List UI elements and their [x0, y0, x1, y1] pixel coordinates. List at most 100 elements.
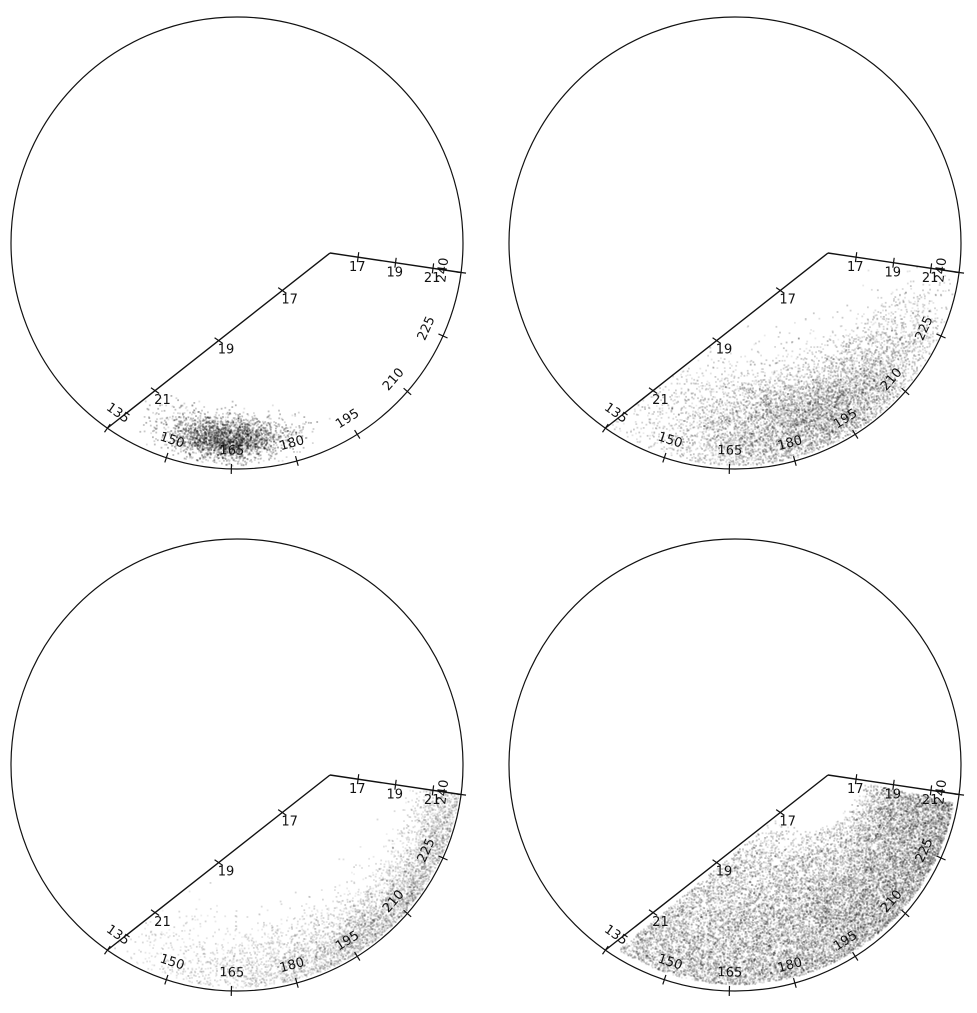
angular-tick [662, 974, 667, 985]
angular-tick-label: 240 [434, 257, 452, 284]
radial-tick [929, 263, 933, 274]
outline-circle [10, 538, 464, 992]
density-cloud [619, 784, 954, 986]
radial-tick [356, 774, 360, 785]
angular-tick-label: 240 [932, 257, 950, 284]
angular-tick-label: 180 [278, 955, 306, 976]
radial-tick-label: 17 [779, 815, 796, 830]
angular-tick [602, 423, 609, 433]
angular-tick [456, 793, 467, 796]
angular-tick-label: 180 [278, 433, 306, 454]
radial-tick-label: 17 [349, 782, 366, 797]
angular-tick [354, 951, 361, 961]
angular-tick [662, 452, 667, 463]
angular-tick [852, 951, 859, 961]
angular-tick [852, 429, 859, 439]
density-cloud [114, 788, 460, 989]
angular-tick [354, 429, 361, 439]
radial-tick [356, 252, 360, 263]
angular-tick [792, 455, 797, 466]
angular-tick-label: 240 [434, 779, 452, 806]
angular-tick [602, 945, 609, 955]
angular-tick-label: 135 [103, 922, 132, 949]
radial-tick-label: 19 [884, 266, 901, 281]
angular-tick [104, 945, 111, 955]
angular-tick-label: 135 [601, 922, 630, 949]
angular-tick [901, 387, 910, 396]
radial-tick [150, 387, 160, 394]
radial-tick [277, 287, 287, 294]
angular-tick [792, 977, 797, 988]
radial-tick [648, 909, 658, 916]
radial-tick-label: 17 [847, 260, 864, 275]
radial-tick-label: 19 [218, 865, 235, 880]
radial-tick [712, 337, 722, 344]
angular-tick-label: 165 [219, 965, 244, 981]
angular-tick [936, 855, 946, 861]
radial-tick [277, 809, 287, 816]
angular-tick [104, 423, 111, 433]
angular-tick [294, 455, 299, 466]
radial-tick-label: 21 [154, 915, 171, 930]
angular-tick-label: 165 [717, 443, 742, 459]
radial-tick [394, 257, 397, 268]
radial-tick [775, 809, 785, 816]
radial-tick [854, 252, 858, 263]
angular-tick [438, 855, 448, 861]
radial-tick-label: 19 [716, 343, 733, 358]
radial-tick-label: 17 [779, 293, 796, 308]
outline-circle [10, 16, 464, 470]
angular-tick-label: 150 [656, 430, 684, 452]
radial-tick [150, 909, 160, 916]
angular-tick-label: 165 [717, 965, 742, 981]
radial-tick [892, 257, 895, 268]
radial-tick-label: 21 [652, 393, 669, 408]
panel-top-left: 17 19 21 17 19 21 135 150 165 180 195 210 225 240 [10, 16, 467, 474]
radial-tick-label: 17 [349, 260, 366, 275]
radial-tick-label: 19 [716, 865, 733, 880]
angular-tick [164, 974, 169, 985]
radial-tick-label: 21 [652, 915, 669, 930]
density-cloud [139, 395, 331, 467]
radial-tick [431, 785, 435, 796]
radial-tick-label: 21 [424, 271, 441, 286]
radial-tick-label: 17 [847, 782, 864, 797]
angular-tick [403, 387, 412, 396]
radial-tick-label: 21 [154, 393, 171, 408]
angular-tick-label: 195 [333, 406, 362, 432]
angular-tick [954, 793, 965, 796]
outline-circle [508, 16, 962, 470]
radial-tick-label: 19 [386, 266, 403, 281]
angular-tick-label: 135 [601, 400, 630, 427]
radial-tick [892, 779, 895, 790]
angular-tick [954, 271, 965, 274]
angular-tick [936, 333, 946, 339]
radial-tick [712, 859, 722, 866]
radial-tick [214, 337, 224, 344]
radial-tick-label: 21 [424, 793, 441, 808]
angular-tick-label: 240 [932, 779, 950, 806]
angular-tick-label: 150 [656, 952, 684, 974]
angular-tick [901, 909, 910, 918]
angular-tick [164, 452, 169, 463]
radial-tick-label: 21 [922, 793, 939, 808]
angular-tick-label: 180 [776, 433, 804, 454]
angular-tick-label: 165 [219, 443, 244, 459]
radial-tick [214, 859, 224, 866]
radial-tick [775, 287, 785, 294]
radial-tick-label: 17 [281, 815, 298, 830]
radial-tick-label: 19 [218, 343, 235, 358]
angular-tick [294, 977, 299, 988]
angular-tick-label: 135 [103, 400, 132, 427]
angular-tick-label: 180 [776, 955, 804, 976]
radial-tick-label: 17 [281, 293, 298, 308]
radial-tick [648, 387, 658, 394]
radial-tick [431, 263, 435, 274]
angular-tick [403, 909, 412, 918]
angular-tick [456, 271, 467, 274]
angular-tick-label: 150 [158, 430, 186, 452]
angular-tick [438, 333, 448, 339]
